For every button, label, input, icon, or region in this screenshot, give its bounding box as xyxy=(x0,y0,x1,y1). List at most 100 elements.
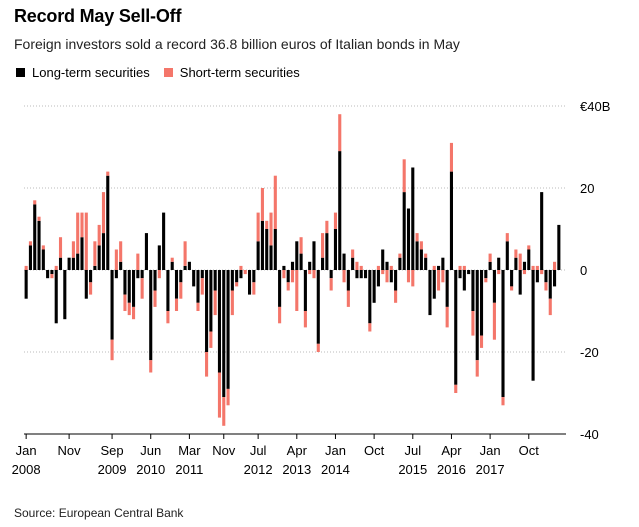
bar-short-term xyxy=(458,265,462,270)
bar-short-term xyxy=(183,241,187,266)
bar-long-term xyxy=(342,253,346,270)
bar-long-term xyxy=(308,261,312,270)
bar-short-term xyxy=(329,278,333,291)
bar-short-term xyxy=(200,278,204,295)
bar-long-term xyxy=(106,175,110,270)
bar-long-term xyxy=(394,270,398,291)
bar-short-term xyxy=(33,200,37,205)
bar-long-term xyxy=(140,270,144,279)
bar-long-term xyxy=(132,270,136,307)
bar-short-term xyxy=(71,241,75,258)
x-tick-label-year: 2014 xyxy=(321,462,350,477)
bar-short-term xyxy=(351,249,355,258)
bar-long-term xyxy=(196,270,200,303)
bar-long-term xyxy=(256,241,260,270)
bar-short-term xyxy=(376,265,380,270)
bar-short-term xyxy=(359,265,363,270)
bar-short-term xyxy=(321,233,325,258)
bar-short-term xyxy=(316,343,320,352)
bar-long-term xyxy=(183,265,187,270)
bar-short-term xyxy=(97,224,101,246)
bar-short-term xyxy=(222,397,226,426)
bar-short-term xyxy=(527,245,531,250)
bar-long-term xyxy=(110,270,114,340)
bar-short-term xyxy=(273,175,277,229)
bar-short-term xyxy=(179,282,183,299)
bar-short-term xyxy=(24,265,28,270)
bar-long-term xyxy=(424,257,428,270)
bar-short-term xyxy=(80,212,84,238)
bar-long-term xyxy=(170,261,174,270)
bar-long-term xyxy=(411,167,415,270)
bar-long-term xyxy=(230,270,234,291)
bar-short-term xyxy=(497,270,501,275)
x-tick-label-year: 2016 xyxy=(437,462,466,477)
bar-short-term xyxy=(265,220,269,229)
bar-long-term xyxy=(286,270,290,283)
bar-long-term xyxy=(458,270,462,279)
bar-short-term xyxy=(454,384,458,393)
bar-long-term xyxy=(471,270,475,311)
x-tick-label-year: 2017 xyxy=(476,462,505,477)
bar-short-term xyxy=(213,290,217,316)
bar-short-term xyxy=(93,241,97,266)
bar-long-term xyxy=(316,270,320,344)
bar-long-term xyxy=(222,270,226,398)
bar-long-term xyxy=(510,270,514,287)
bar-long-term xyxy=(398,257,402,270)
bar-long-term xyxy=(497,257,501,270)
bar-long-term xyxy=(41,249,45,270)
bar-short-term xyxy=(424,253,428,258)
bar-long-term xyxy=(76,253,80,270)
bar-long-term xyxy=(535,270,539,283)
bar-long-term xyxy=(557,224,561,270)
bar-long-term xyxy=(445,270,449,307)
bar-long-term xyxy=(312,241,316,270)
bar-long-term xyxy=(531,270,535,381)
bar-short-term xyxy=(54,265,58,270)
bar-short-term xyxy=(548,298,552,316)
bar-short-term xyxy=(419,241,423,250)
bar-long-term xyxy=(252,270,256,283)
bar-long-term xyxy=(200,270,204,279)
x-tick-label-month: Jan xyxy=(16,443,37,458)
bar-short-term xyxy=(278,306,282,324)
bar-short-term xyxy=(522,270,527,275)
bar-short-term xyxy=(299,237,303,254)
bar-short-term xyxy=(114,249,118,270)
bar-short-term xyxy=(385,270,389,283)
bar-long-term xyxy=(71,257,75,270)
bar-long-term xyxy=(33,204,37,270)
bar-short-term xyxy=(471,311,475,336)
bar-short-term xyxy=(149,360,153,373)
bar-long-term xyxy=(333,229,338,270)
x-tick-label-month: Nov xyxy=(58,443,82,458)
bar-short-term xyxy=(230,290,234,316)
bar-short-term xyxy=(84,212,88,270)
bar-short-term xyxy=(402,159,406,193)
y-tick-label: -40 xyxy=(580,427,599,442)
bar-long-term xyxy=(46,270,50,279)
bar-long-term xyxy=(428,270,432,316)
bar-short-term xyxy=(501,397,505,406)
bar-long-term xyxy=(273,229,277,270)
bar-long-term xyxy=(144,233,148,270)
bar-short-term xyxy=(269,212,273,246)
bar-long-term xyxy=(282,265,286,270)
legend-label-long-term: Long-term securities xyxy=(32,65,150,80)
bar-short-term xyxy=(295,270,299,311)
bar-short-term xyxy=(303,311,307,328)
bar-short-term xyxy=(540,270,544,275)
bar-short-term xyxy=(205,352,209,377)
bar-short-term xyxy=(484,278,488,283)
bar-long-term xyxy=(355,270,359,279)
bar-long-term xyxy=(488,261,492,270)
bar-short-term xyxy=(510,286,514,291)
bar-short-term xyxy=(381,270,385,275)
bar-short-term xyxy=(475,360,479,377)
bar-short-term xyxy=(127,302,131,316)
bar-long-term xyxy=(28,245,32,270)
bar-long-term xyxy=(325,233,329,270)
x-tick-label-month: Oct xyxy=(364,443,385,458)
bar-long-term xyxy=(89,270,93,283)
